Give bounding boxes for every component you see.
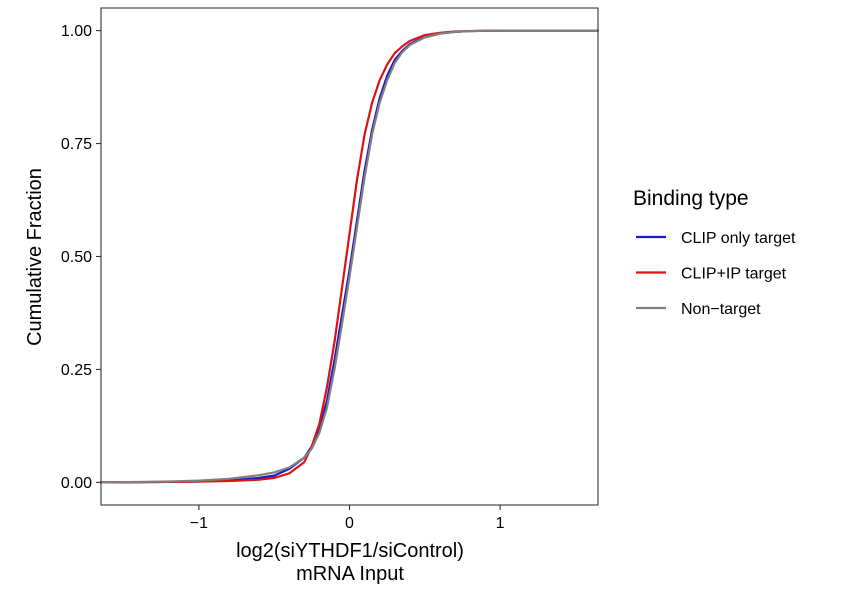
y-tick-label: 1.00 <box>61 23 92 40</box>
plot-lines <box>99 29 600 484</box>
y-tick-label: 0.50 <box>61 249 92 266</box>
series-line-1 <box>99 29 600 484</box>
x-axis-title: log2(siYTHDF1/siControl) <box>236 540 464 562</box>
y-tick-label: 0.25 <box>61 362 92 379</box>
legend-label-3: Non−target <box>681 301 761 318</box>
x-tick-label: −1 <box>190 515 208 532</box>
y-axis: 0.00 0.25 0.50 0.75 1.00 <box>61 23 101 492</box>
legend-label-2: CLIP+IP target <box>681 266 787 283</box>
x-tick-label: 0 <box>345 515 354 532</box>
x-axis-title-line2: mRNA Input <box>296 563 404 585</box>
x-axis: −1 0 1 <box>190 505 505 532</box>
y-tick-label: 0.75 <box>61 136 92 153</box>
plot-panel-border <box>100 7 599 506</box>
series-line-2 <box>99 29 600 484</box>
legend-title: Binding type <box>633 187 749 210</box>
series-line-3 <box>99 29 600 484</box>
legend-label-1: CLIP only target <box>681 230 796 247</box>
legend: Binding type CLIP only target CLIP+IP tar… <box>633 187 796 318</box>
x-tick-label: 1 <box>496 515 505 532</box>
y-axis-title: Cumulative Fraction <box>24 168 46 346</box>
y-tick-label: 0.00 <box>61 475 92 492</box>
